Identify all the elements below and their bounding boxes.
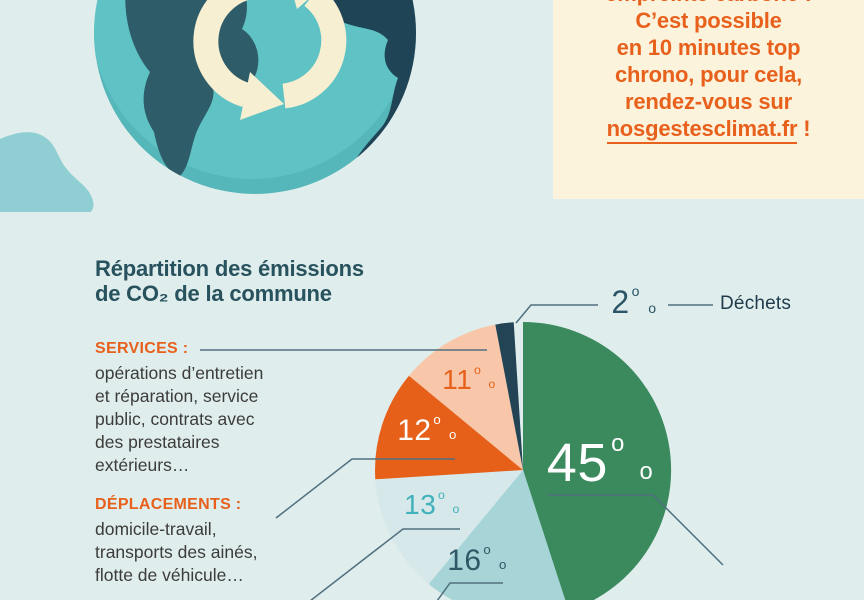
- connector-16: [436, 582, 503, 600]
- promo-line: en 10 minutes top: [616, 35, 801, 60]
- services-line: extérieurs…: [95, 455, 190, 475]
- pie-slice-12%: [375, 375, 523, 480]
- connector-13: [310, 528, 460, 600]
- promo-text: empreinte carbone ! C’est possible en 10…: [561, 0, 856, 144]
- continent-left: [125, 0, 259, 178]
- pie-slices: [375, 322, 672, 600]
- pie-slice-45%: [523, 322, 672, 600]
- connector-deplacements: [275, 458, 455, 519]
- connector-2-left: [515, 304, 598, 324]
- chart-title-line1: Répartition des émissions: [95, 256, 364, 281]
- chart-title-line2: de CO₂ de la commune: [95, 281, 332, 306]
- globe: [94, 0, 416, 194]
- promo-link-line: nosgestesclimat.fr !: [561, 115, 856, 144]
- promo-line: C’est possible: [635, 8, 782, 33]
- pie-slice-13%: [375, 470, 523, 584]
- legend-block-services: SERVICES : opérations d’entretien et rép…: [95, 339, 395, 477]
- deplacements-line: domicile-travail,: [95, 519, 217, 539]
- services-line: public, contrats avec: [95, 409, 255, 429]
- pie-slice-2%: [495, 322, 523, 470]
- promo-box: empreinte carbone ! C’est possible en 10…: [553, 0, 864, 199]
- pie-slice-11%: [409, 324, 523, 470]
- deplacements-line: flotte de véhicule…: [95, 565, 244, 585]
- globe-recycle-icon: [0, 0, 416, 212]
- dechets-callout-label: Déchets: [720, 293, 792, 314]
- connector-45: [548, 494, 724, 566]
- promo-line-cut: empreinte carbone !: [561, 0, 856, 7]
- recycle-arrows-icon: [193, 0, 347, 120]
- chart-title: Répartition des émissions de CO₂ de la c…: [95, 256, 415, 306]
- services-line: opérations d’entretien: [95, 363, 264, 383]
- deplacements-line: transports des ainés,: [95, 542, 258, 562]
- cloud-shape: [0, 132, 94, 212]
- deplacements-heading: DÉPLACEMENTS :: [95, 496, 242, 513]
- services-line: des prestataires: [95, 432, 220, 452]
- pie-slice-16%: [428, 470, 566, 600]
- promo-line: chrono, pour cela,: [614, 62, 803, 87]
- legend-block-deplacements: DÉPLACEMENTS : domicile-travail, transpo…: [95, 495, 395, 587]
- promo-line: rendez-vous sur: [625, 89, 792, 114]
- services-line: et réparation, service: [95, 386, 259, 406]
- promo-link[interactable]: nosgestesclimat.fr: [606, 116, 798, 144]
- services-heading: SERVICES :: [95, 340, 189, 357]
- promo-link-suffix: !: [797, 116, 811, 141]
